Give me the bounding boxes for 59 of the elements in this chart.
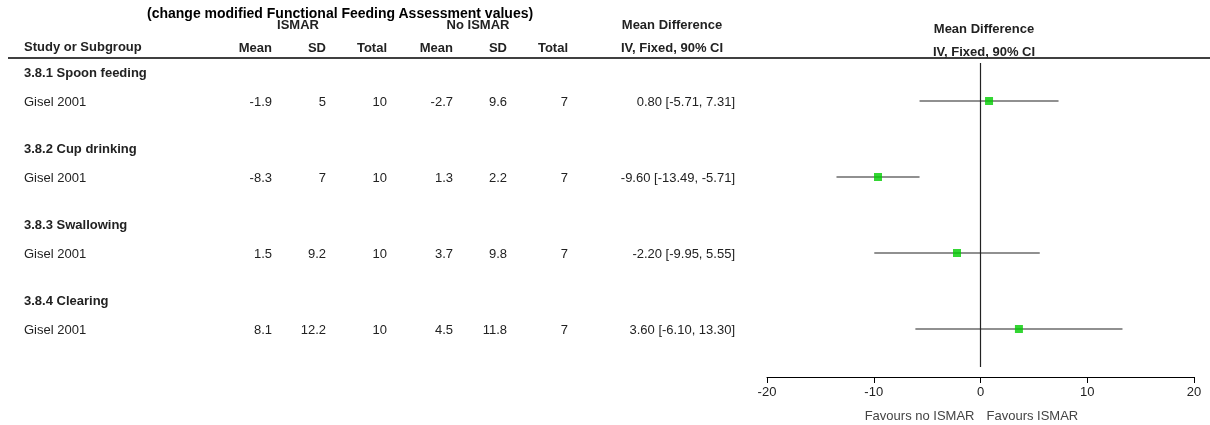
data-label: 9.8: [488, 245, 507, 261]
data-label: 10: [372, 321, 387, 337]
x-tick-label: 0: [976, 384, 985, 399]
data-label: 3.60 [-6.10, 13.30]: [629, 321, 735, 337]
point: [874, 173, 883, 181]
data-label: 1.5: [253, 245, 272, 261]
text: Mean Difference: [621, 16, 723, 32]
data-label: 10: [372, 245, 387, 261]
category-label: 3.8.1 Spoon feeding: [24, 64, 147, 80]
text: Study or Subgroup: [24, 39, 142, 54]
category-label: Gisel 2001: [24, 169, 87, 185]
data-label: 8.1: [253, 321, 272, 337]
text: (change modified Functional Feeding Assessment values): [147, 5, 534, 21]
text: SD: [307, 39, 326, 55]
category-label: Gisel 2001: [24, 321, 87, 337]
data-label: -8.3: [249, 169, 272, 185]
x-tick-label: 20: [1186, 384, 1202, 399]
data-label: 12.2: [300, 321, 326, 337]
data-label: 10: [372, 93, 387, 109]
data-label: -9.60 [-13.49, -5.71]: [620, 169, 735, 185]
data-label: 7: [318, 169, 326, 185]
data-label: 1.3: [434, 169, 453, 185]
category-label: 3.8.3 Swallowing: [24, 216, 128, 232]
point: [985, 97, 994, 105]
data-label: 11.8: [482, 321, 507, 337]
data-label: 3.7: [434, 245, 453, 261]
text: Mean: [238, 39, 273, 55]
point: [1014, 325, 1023, 333]
data-label: -1.9: [249, 93, 272, 109]
text: Favours no ISMAR: [864, 407, 975, 423]
text: Favours ISMAR: [986, 407, 1079, 423]
data-label: 9.2: [307, 245, 326, 261]
x-tick-label: 10: [1080, 384, 1095, 399]
data-label: 2.2: [488, 169, 507, 185]
data-label: 9.6: [488, 93, 507, 109]
category-label: 3.8.4 Clearing: [24, 292, 109, 308]
category-label: Gisel 2001: [24, 245, 87, 261]
text: IV, Fixed, 90% CI: [620, 39, 724, 55]
data-label: 10: [372, 169, 387, 185]
text: SD: [488, 39, 507, 55]
data-label: 7: [560, 321, 568, 337]
text: Mean: [419, 39, 454, 55]
category-label: Gisel 2001: [24, 93, 87, 109]
text: Total: [356, 39, 387, 55]
data-label: -2.20 [-9.95, 5.55]: [632, 245, 735, 261]
data-label: 0.80 [-5.71, 7.31]: [636, 93, 735, 109]
text: Total: [537, 39, 568, 55]
data-label: 5: [318, 93, 326, 109]
x-tick-label: -20: [757, 384, 777, 399]
data-label: 4.5: [434, 321, 453, 337]
category-label: 3.8.2 Cup drinking: [24, 140, 137, 156]
point: [953, 249, 962, 257]
x-tick-label: -10: [864, 384, 884, 399]
chart-subtitle: IV, Fixed, 90% CI: [932, 44, 1036, 59]
data-label: 7: [560, 93, 568, 109]
data-label: 7: [560, 169, 568, 185]
chart-title: Mean Difference: [933, 21, 1035, 36]
data-label: 7: [560, 245, 568, 261]
data-label: -2.7: [430, 93, 453, 109]
